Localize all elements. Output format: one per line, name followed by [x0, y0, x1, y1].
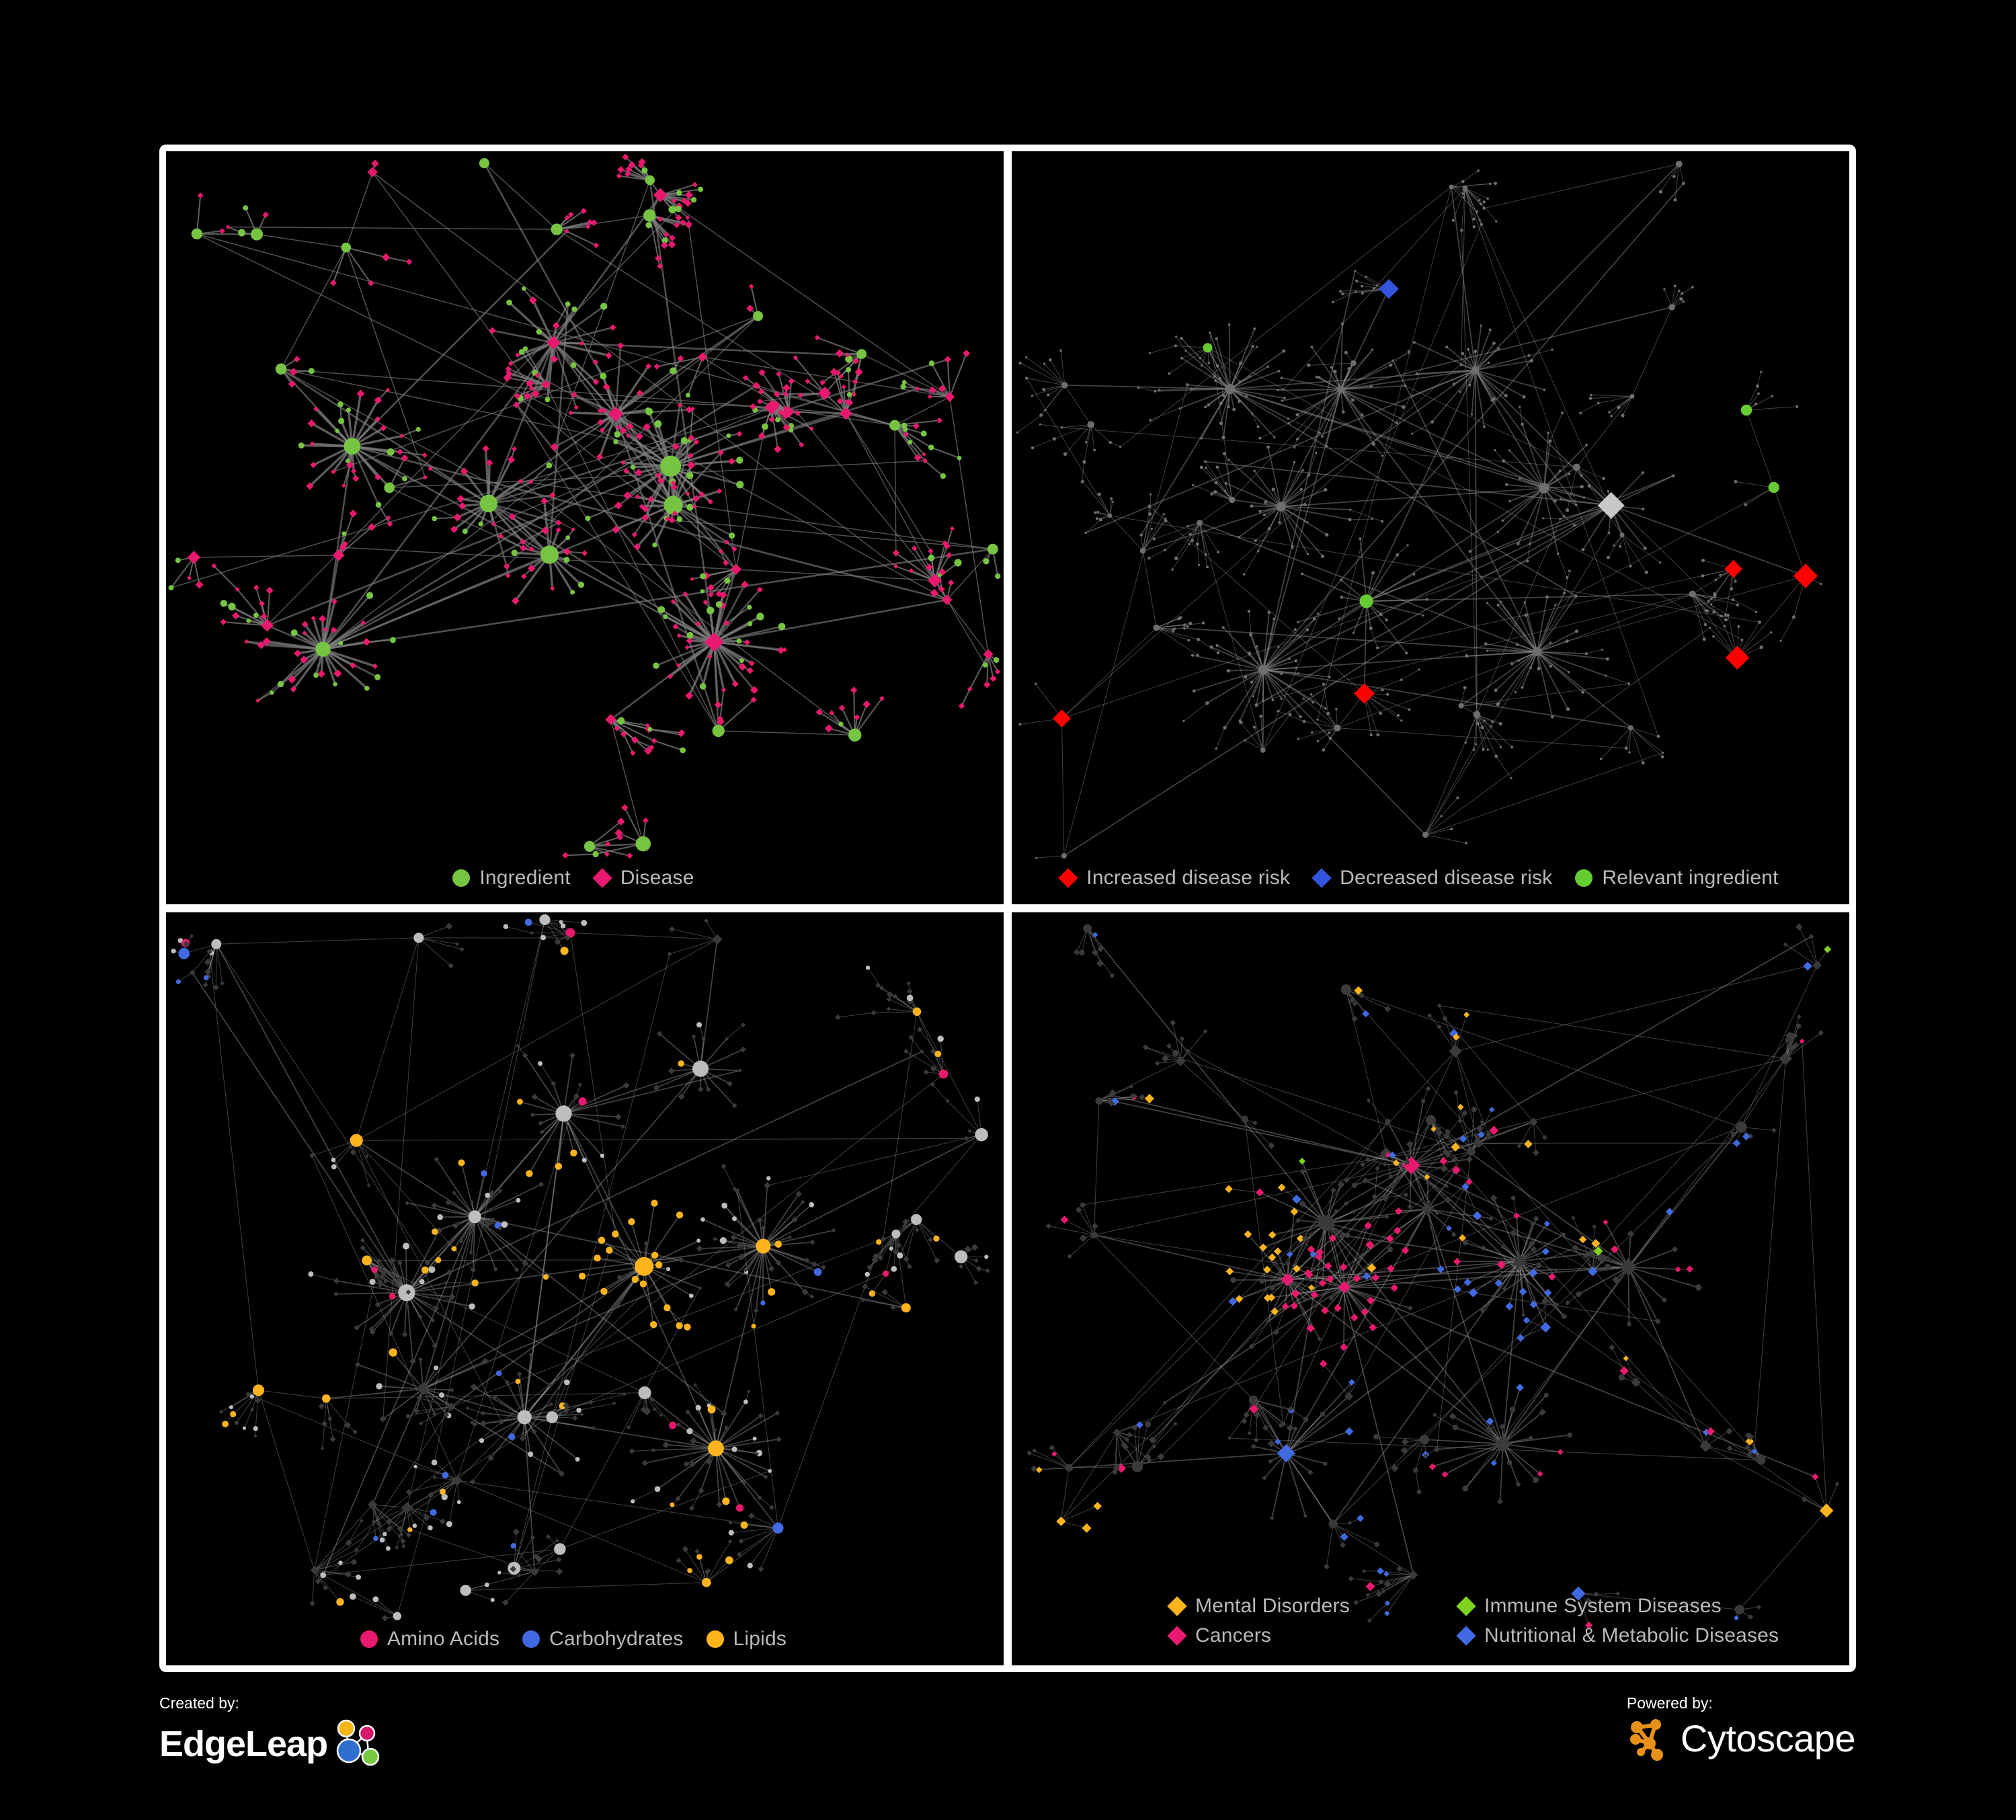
cytoscape-network-icon: [1629, 1719, 1663, 1761]
powered-by-caption: Powered by:: [1626, 1694, 1713, 1712]
network-canvas-4[interactable]: [1012, 912, 1849, 1665]
created-by-caption: Created by:: [159, 1694, 239, 1712]
figure-frame: Ingredient Disease Increased disease ris…: [159, 145, 1856, 1672]
edgeleap-wordmark: EdgeLeap: [159, 1724, 328, 1764]
edgeleap-node-icon: [336, 1719, 380, 1766]
powered-by-block: Powered by: Cytoscape: [1626, 1694, 1856, 1762]
panel-disease-classes[interactable]: Mental Disorders Immune System Diseases …: [1012, 912, 1849, 1665]
panel-ingredient-disease[interactable]: Ingredient Disease: [166, 151, 1004, 904]
network-canvas-1[interactable]: [166, 151, 1004, 904]
cytoscape-logo: Cytoscape: [1627, 1715, 1856, 1762]
cytoscape-wordmark: Cytoscape: [1680, 1717, 1856, 1759]
edgeleap-logo: EdgeLeap: [159, 1715, 385, 1773]
created-by-block: Created by: EdgeLeap: [159, 1694, 385, 1773]
network-canvas-2[interactable]: [1012, 151, 1849, 904]
network-canvas-3[interactable]: [166, 912, 1004, 1665]
footer: Created by: EdgeLeap Powered by:: [159, 1681, 1856, 1809]
panel-disease-risk[interactable]: Increased disease risk Decreased disease…: [1012, 151, 1849, 904]
panel-ingredient-classes[interactable]: Amino Acids Carbohydrates Lipids: [166, 912, 1004, 1665]
